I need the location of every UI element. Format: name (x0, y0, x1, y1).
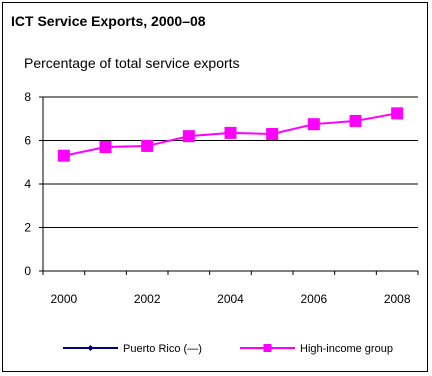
legend-marker-0 (87, 345, 94, 351)
data-point-1-4 (224, 126, 237, 139)
x-tick-label-3: 2006 (300, 292, 327, 306)
chart-subtitle: Percentage of total service exports (24, 55, 240, 71)
x-tick-label-1: 2002 (134, 292, 161, 306)
data-point-1-0 (57, 149, 70, 162)
series-layer (57, 107, 404, 162)
data-point-1-2 (141, 139, 154, 152)
y-tick-label-1: 2 (24, 221, 31, 235)
y-tick-label-2: 4 (24, 177, 31, 191)
data-point-1-6 (307, 118, 320, 131)
legend-marker-1 (263, 344, 272, 352)
data-point-1-3 (182, 130, 195, 143)
y-tick-label-0: 0 (24, 264, 31, 278)
chart-frame (2, 2, 428, 372)
chart-title: ICT Service Exports, 2000–08 (11, 13, 206, 29)
data-point-1-1 (99, 141, 112, 154)
gridlines (43, 96, 418, 228)
data-point-1-5 (266, 127, 279, 140)
y-tick-labels: 0 2 4 6 8 (24, 90, 31, 278)
data-point-1-7 (349, 114, 362, 127)
y-tick-label-3: 6 (24, 134, 31, 148)
x-tick-labels: 2000 2002 2004 2006 2008 (50, 292, 410, 306)
x-tick-label-0: 2000 (50, 292, 77, 306)
y-tick-label-4: 8 (24, 90, 31, 104)
x-tick-label-4: 2008 (384, 292, 411, 306)
legend-label-1: High-income group (300, 343, 393, 355)
x-tick-label-2: 2004 (217, 292, 244, 306)
data-point-1-8 (391, 107, 404, 120)
axes (39, 96, 419, 275)
legend: Puerto Rico (—) High-income group (63, 343, 393, 355)
legend-label-0: Puerto Rico (—) (123, 343, 202, 355)
